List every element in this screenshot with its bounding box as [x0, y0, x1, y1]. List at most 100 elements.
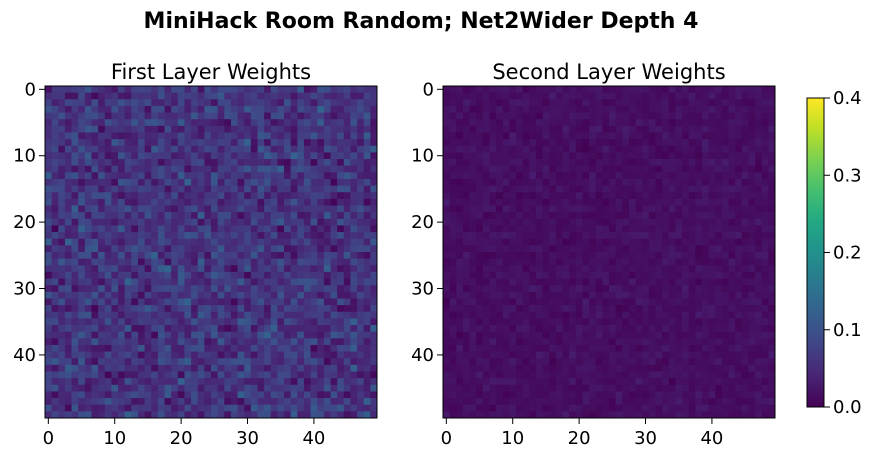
heatmap-cell: [84, 331, 92, 339]
heatmap-cell: [230, 398, 238, 406]
heatmap-cell: [748, 384, 756, 392]
heatmap-cell: [735, 305, 743, 313]
heatmap-cell: [184, 358, 192, 366]
heatmap-cell: [655, 351, 663, 359]
heatmap-cell: [728, 398, 736, 406]
heatmap-cell: [575, 358, 583, 366]
heatmap-cell: [708, 86, 716, 94]
heatmap-cell: [516, 172, 524, 180]
heatmap-cell: [609, 404, 617, 412]
heatmap-cell: [257, 311, 265, 319]
heatmap-cell: [303, 159, 311, 167]
heatmap-cell: [244, 338, 252, 346]
heatmap-cell: [462, 105, 470, 113]
heatmap-cell: [151, 298, 159, 306]
heatmap-cell: [748, 99, 756, 107]
heatmap-cell: [575, 205, 583, 213]
heatmap-cell: [615, 331, 623, 339]
heatmap-cell: [462, 291, 470, 299]
heatmap-cell: [131, 105, 139, 113]
heatmap-cell: [58, 86, 66, 94]
heatmap-cell: [628, 358, 636, 366]
heatmap-cell: [721, 86, 729, 94]
heatmap-cell: [662, 318, 670, 326]
heatmap-cell: [602, 364, 610, 372]
heatmap-cell: [615, 252, 623, 260]
heatmap-cell: [662, 212, 670, 220]
heatmap-cell: [64, 218, 72, 226]
heatmap-cell: [443, 305, 451, 313]
heatmap-cell: [443, 404, 451, 412]
heatmap-cell: [582, 132, 590, 140]
heatmap-cell: [184, 278, 192, 286]
heatmap-cell: [350, 318, 358, 326]
heatmap-cell: [118, 331, 126, 339]
heatmap-cell: [648, 232, 656, 240]
heatmap-cell: [111, 305, 119, 313]
heatmap-cell: [728, 278, 736, 286]
heatmap-cell: [131, 165, 139, 173]
heatmap-cell: [443, 371, 451, 379]
heatmap-cell: [51, 404, 59, 412]
heatmap-cell: [270, 212, 278, 220]
heatmap-cell: [449, 245, 457, 253]
heatmap-cell: [535, 86, 543, 94]
heatmap-cell: [290, 258, 298, 266]
heatmap-cell: [575, 92, 583, 100]
heatmap-cell: [237, 159, 245, 167]
heatmap-cell: [211, 298, 219, 306]
heatmap-cell: [615, 205, 623, 213]
heatmap-cell: [277, 139, 285, 147]
heatmap-cell: [337, 165, 345, 173]
heatmap-cell: [456, 159, 464, 167]
heatmap-cell: [489, 92, 497, 100]
heatmap-cell: [721, 172, 729, 180]
heatmap-cell: [549, 378, 557, 386]
heatmap-cell: [688, 311, 696, 319]
heatmap-cell: [151, 152, 159, 160]
heatmap-cell: [45, 125, 53, 133]
heatmap-cell: [748, 172, 756, 180]
heatmap-cell: [197, 165, 205, 173]
heatmap-cell: [662, 325, 670, 333]
heatmap-cell: [124, 364, 132, 372]
heatmap-cell: [217, 112, 225, 120]
heatmap-cell: [270, 198, 278, 206]
heatmap-cell: [224, 271, 232, 279]
heatmap-cell: [297, 265, 305, 273]
heatmap-cell: [244, 311, 252, 319]
heatmap-cell: [449, 358, 457, 366]
heatmap-cell: [137, 132, 145, 140]
heatmap-cell: [303, 172, 311, 180]
heatmap-cell: [303, 139, 311, 147]
heatmap-cell: [609, 391, 617, 399]
heatmap-cell: [768, 291, 776, 299]
heatmap-cell: [701, 271, 709, 279]
heatmap-cell: [343, 165, 351, 173]
heatmap-cell: [71, 344, 79, 352]
heatmap-cell: [297, 245, 305, 253]
heatmap-cell: [668, 86, 676, 94]
heatmap-cell: [741, 225, 749, 233]
heatmap-cell: [748, 92, 756, 100]
heatmap-cell: [350, 132, 358, 140]
heatmap-cell: [290, 92, 298, 100]
heatmap-cell: [609, 92, 617, 100]
heatmap-cell: [84, 232, 92, 240]
heatmap-cell: [708, 192, 716, 200]
heatmap-cell: [675, 258, 683, 266]
heatmap-cell: [171, 291, 179, 299]
heatmap-cell: [144, 152, 152, 160]
heatmap-cell: [735, 325, 743, 333]
heatmap-cell: [197, 185, 205, 193]
heatmap-cell: [58, 152, 66, 160]
heatmap-cell: [310, 178, 318, 186]
heatmap-cell: [284, 178, 292, 186]
heatmap-cell: [701, 298, 709, 306]
heatmap-cell: [51, 225, 59, 233]
heatmap-cell: [277, 311, 285, 319]
heatmap-cell: [476, 371, 484, 379]
heatmap-cell: [343, 139, 351, 147]
heatmap-cell: [290, 285, 298, 293]
heatmap-cell: [469, 139, 477, 147]
